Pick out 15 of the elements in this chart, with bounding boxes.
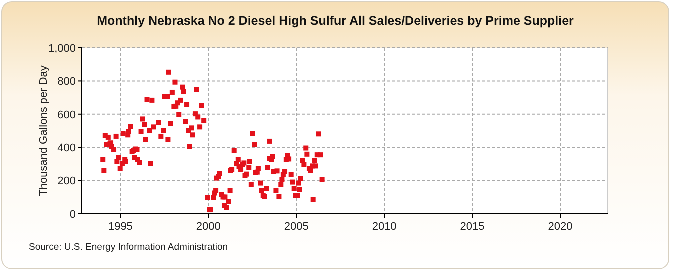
x-tick-label: 1995 <box>108 221 133 233</box>
x-tick-label: 2020 <box>548 221 573 233</box>
x-tick-label: 2000 <box>196 221 221 233</box>
y-axis-title: Thousand Gallons per Day <box>38 65 50 196</box>
y-tick-label: 200 <box>58 176 76 188</box>
x-tick-label: 2005 <box>284 221 309 233</box>
y-tick-label: 1,000 <box>48 42 76 55</box>
x-tick-label: 2015 <box>460 221 485 233</box>
source-note: Source: U.S. Energy Information Administration <box>29 242 228 253</box>
chart-title: Monthly Nebraska No 2 Diesel High Sulfur All Sales/Deliveries by Prime Supplier <box>97 14 574 28</box>
y-tick-label: 0 <box>70 208 76 221</box>
y-tick-label: 800 <box>58 76 76 88</box>
x-tick-label: 2010 <box>372 221 397 233</box>
y-tick-label: 600 <box>58 109 76 122</box>
y-tick-label: 400 <box>58 142 76 154</box>
